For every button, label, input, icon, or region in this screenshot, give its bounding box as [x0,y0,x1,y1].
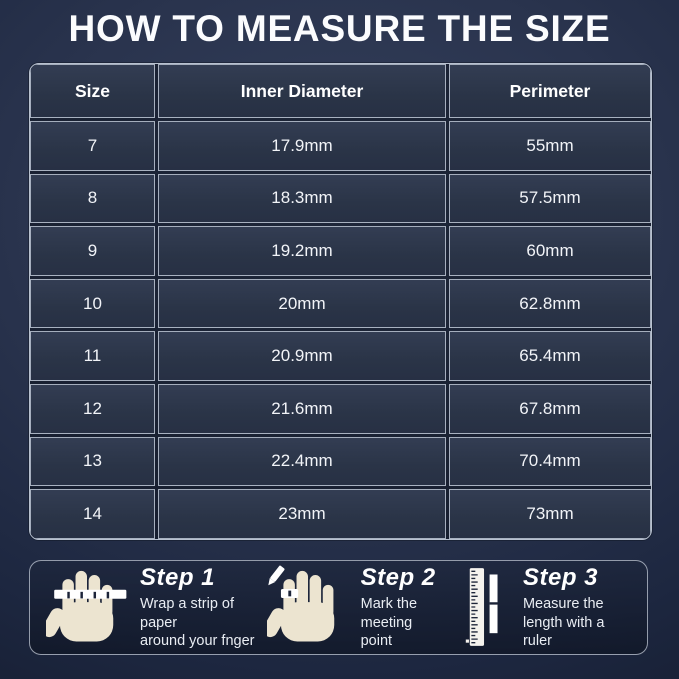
table-cell: 18.3mm [158,173,446,224]
table-cell: 10 [30,278,155,329]
hand-with-pencil-mark-icon [266,564,349,650]
table-cell: 7 [30,121,155,171]
table-cell: 9 [30,226,155,276]
step-1-label: Step 1 [140,564,216,592]
step-2-label: Step 2 [360,564,436,592]
column-header-inner-diameter: Inner Diameter [158,64,446,118]
steps-panel: Step 1 Wrap a strip of paper around your… [29,560,648,655]
table-cell: 65.4mm [449,331,651,381]
table-cell: 22.4mm [158,436,446,487]
table-cell: 55mm [449,121,651,171]
table-cell: 70.4mm [449,436,651,487]
step-1: Step 1 Wrap a strip of paper around your… [46,564,267,651]
table-cell: 19.2mm [158,226,446,276]
table-cell: 73mm [449,489,651,539]
table-cell: 62.8mm [449,278,651,329]
size-table-container: Size Inner Diameter Perimeter 7 17.9mm 55m… [29,63,652,540]
column-header-perimeter: Perimeter [449,64,651,118]
table-cell: 57.5mm [449,173,651,224]
step-3: Step 3 Measure the length with a ruler [465,564,631,651]
step-2: Step 2 Mark the meeting point [266,564,465,651]
table-cell: 67.8mm [449,383,651,434]
table-cell: 23mm [158,489,446,539]
table-cell: 20mm [158,278,446,329]
table-cell: 13 [30,436,155,487]
page-title: HOW TO MEASURE THE SIZE [68,8,611,49]
size-table: Size Inner Diameter Perimeter 7 17.9mm 55m… [30,64,651,539]
hand-with-paper-strip-icon [46,564,128,650]
table-cell: 20.9mm [158,331,446,381]
step-1-description: Wrap a strip of paper around your fnger [140,596,255,650]
table-cell: 17.9mm [158,121,446,171]
pencil-glyph [267,566,285,586]
table-cell: 60mm [449,226,651,276]
column-header-size: Size [30,64,155,118]
step-3-description: Measure the length with a ruler [522,596,605,650]
table-cell: 8 [30,173,155,224]
ruler-with-strip-icon [465,567,511,647]
step-3-label: Step 3 [522,564,598,592]
step-2-description: Mark the meeting point [360,596,418,650]
table-cell: 11 [30,331,155,381]
table-cell: 21.6mm [158,383,446,434]
table-cell: 14 [30,489,155,539]
table-cell: 12 [30,383,155,434]
